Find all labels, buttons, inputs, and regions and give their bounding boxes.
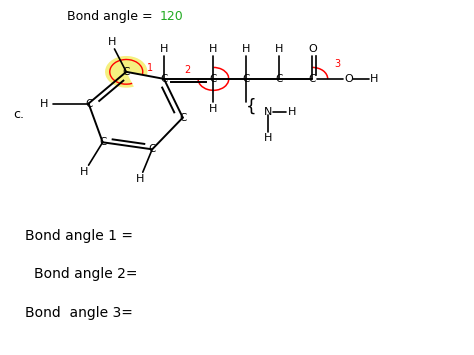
Text: C: C <box>243 74 250 84</box>
Text: H: H <box>288 107 296 118</box>
Text: Bond angle =: Bond angle = <box>67 10 157 23</box>
Text: N: N <box>264 107 272 118</box>
Text: H: H <box>242 44 251 54</box>
Text: C: C <box>123 67 130 77</box>
Text: C: C <box>179 113 186 122</box>
Text: H: H <box>209 104 218 114</box>
Text: C: C <box>148 144 156 154</box>
Text: 120: 120 <box>159 10 183 23</box>
Text: {: { <box>246 98 256 116</box>
Text: O: O <box>344 74 353 84</box>
Text: H: H <box>108 37 116 47</box>
Text: H: H <box>209 44 218 54</box>
Text: C: C <box>276 74 283 84</box>
Text: H: H <box>40 99 48 109</box>
Text: H: H <box>136 174 145 184</box>
Text: H: H <box>80 167 88 177</box>
Text: H: H <box>264 133 272 143</box>
Wedge shape <box>105 56 147 88</box>
Text: Bond  angle 3=: Bond angle 3= <box>25 306 133 320</box>
Text: Bond angle 1 =: Bond angle 1 = <box>25 229 133 242</box>
Text: 3: 3 <box>334 59 340 69</box>
Text: Bond angle 2=: Bond angle 2= <box>35 267 138 282</box>
Text: 2: 2 <box>184 65 191 75</box>
Text: H: H <box>275 44 283 54</box>
Text: H: H <box>160 44 168 54</box>
Text: O: O <box>308 44 317 54</box>
Text: H: H <box>370 74 378 84</box>
Text: c.: c. <box>13 108 24 121</box>
Text: C: C <box>210 74 217 84</box>
Text: 1: 1 <box>147 63 153 73</box>
Text: C: C <box>309 74 316 84</box>
Text: C: C <box>99 137 106 147</box>
Text: C: C <box>85 99 92 109</box>
Text: C: C <box>160 74 168 84</box>
